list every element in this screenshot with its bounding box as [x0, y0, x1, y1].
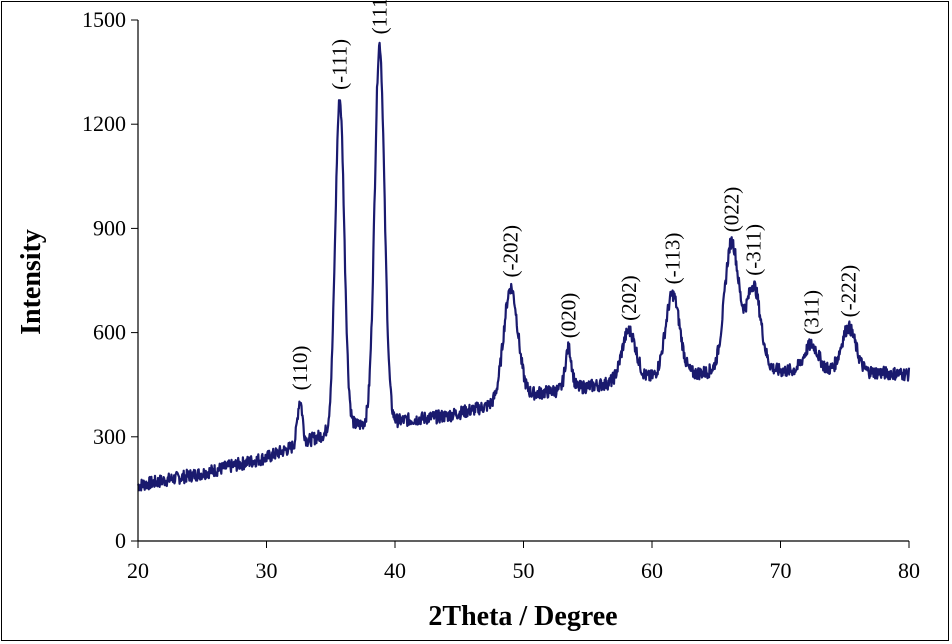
y-tick-label: 300 — [93, 424, 126, 449]
peak-label: (022) — [720, 187, 744, 233]
x-tick-label: 20 — [127, 558, 149, 583]
plot-area — [136, 41, 911, 492]
peak-label: (-202) — [499, 225, 523, 277]
peak-labels: (110) (-111) (111) (-202) (020) (202) (-113) (0… — [288, 0, 861, 390]
x-tick-label: 60 — [641, 558, 663, 583]
peak-label: (110) — [288, 346, 312, 391]
y-axis-title: Intensity — [16, 229, 47, 335]
x-tick-label: 40 — [384, 558, 406, 583]
peak-label: (-311) — [742, 224, 766, 276]
ticks: 0 300 600 900 1200 1500 20 30 40 50 60 70 80 — [82, 7, 920, 583]
y-tick-label: 1200 — [82, 111, 126, 136]
peak-label: (020) — [556, 293, 580, 339]
x-tick-label: 30 — [256, 558, 278, 583]
peak-label: (-113) — [661, 233, 685, 285]
x-tick-label: 70 — [770, 558, 792, 583]
peak-label: (-111) — [328, 39, 352, 90]
y-tick-label: 900 — [93, 215, 126, 240]
peak-label: (-222) — [837, 265, 861, 317]
x-tick-label: 80 — [898, 558, 920, 583]
peak-label: (311) — [799, 290, 823, 335]
peak-label: (202) — [617, 275, 641, 321]
y-tick-label: 1500 — [82, 7, 126, 32]
y-tick-label: 600 — [93, 320, 126, 345]
x-axis-title: 2Theta / Degree — [428, 601, 617, 632]
xrd-trace — [136, 41, 911, 492]
y-tick-label: 0 — [115, 528, 126, 553]
peak-label: (111) — [368, 0, 392, 34]
x-tick-label: 50 — [513, 558, 535, 583]
